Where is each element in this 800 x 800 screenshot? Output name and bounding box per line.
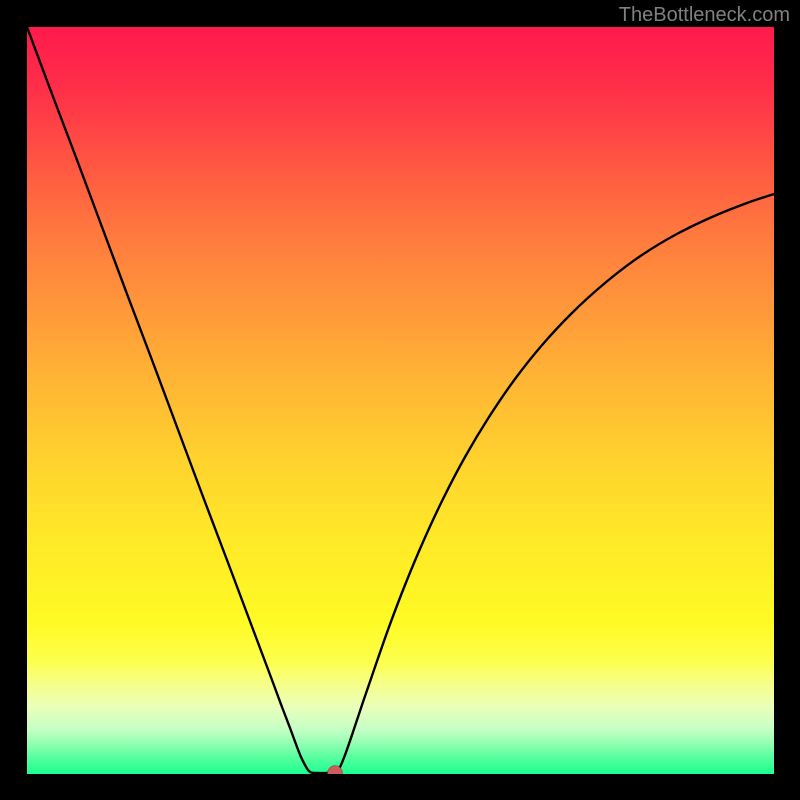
plot-area	[27, 27, 774, 774]
bottleneck-curve	[27, 27, 774, 774]
watermark-text: TheBottleneck.com	[619, 4, 790, 27]
